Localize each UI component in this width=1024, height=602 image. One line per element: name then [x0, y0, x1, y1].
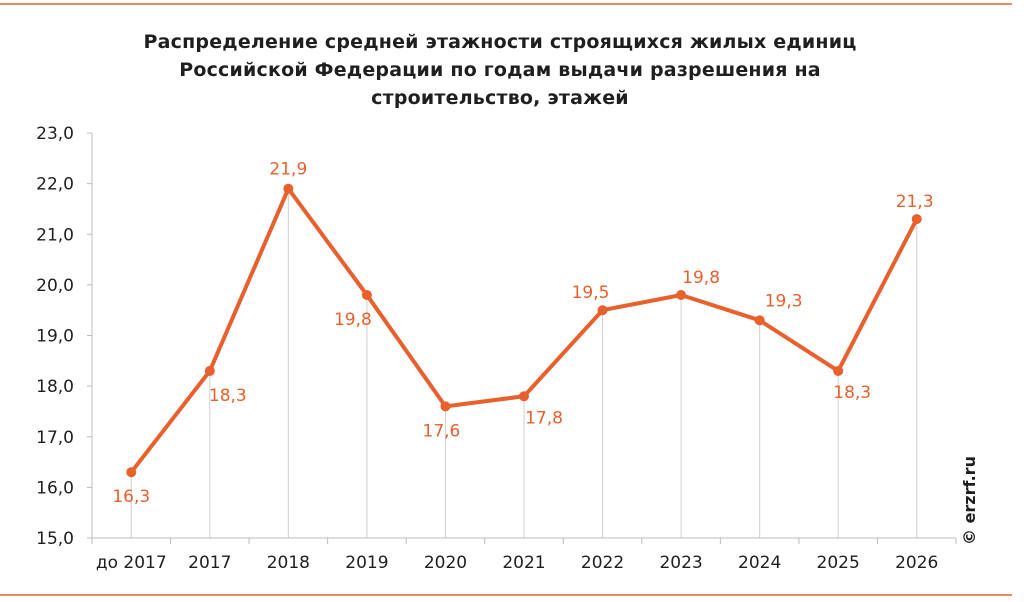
y-tick-label: 21,0 [36, 225, 74, 245]
data-point [519, 391, 529, 402]
x-tick-label: 2017 [188, 553, 231, 573]
data-label: 19,8 [334, 310, 372, 330]
data-label: 18,3 [209, 386, 247, 406]
y-tick-label: 23,0 [36, 124, 74, 144]
data-label: 16,3 [112, 487, 150, 507]
data-point [676, 290, 687, 300]
copyright-text: © erzrf.ru [960, 456, 979, 545]
y-tick-label: 22,0 [36, 175, 74, 195]
x-tick-label: 2020 [424, 553, 467, 573]
x-tick-label: 2019 [345, 553, 388, 573]
chart-title-line-3: строительство, этажей [371, 87, 629, 109]
x-tick-label: до 2017 [96, 553, 167, 573]
data-label: 17,6 [423, 421, 461, 441]
y-tick-label: 16,0 [36, 478, 74, 498]
chart-title: Распределение средней этажности строящих… [110, 28, 890, 112]
x-tick-label: 2022 [581, 553, 624, 573]
data-label: 19,5 [572, 283, 610, 303]
chart-title-line-1: Распределение средней этажности строящих… [143, 31, 857, 53]
x-tick-label: 2024 [738, 553, 781, 573]
data-label: 21,9 [269, 160, 307, 180]
data-point [440, 401, 451, 412]
y-tick-label: 17,0 [36, 428, 74, 448]
y-tick-label: 20,0 [36, 276, 74, 296]
data-point [833, 365, 844, 376]
y-tick-label: 18,0 [36, 377, 74, 397]
data-point [597, 305, 608, 316]
data-point [283, 183, 294, 194]
x-tick-label: 2026 [895, 553, 938, 573]
data-point [204, 365, 215, 376]
chart-title-line-2: Российской Федерации по годам выдачи раз… [179, 59, 821, 81]
data-label: 19,8 [682, 268, 720, 288]
y-tick-label: 15,0 [36, 529, 74, 549]
data-label: 18,3 [833, 383, 871, 403]
data-point [361, 290, 372, 300]
bottom-rule [0, 594, 1012, 596]
x-tick-label: 2018 [267, 553, 310, 573]
top-rule [0, 3, 1012, 5]
x-tick-label: 2025 [817, 553, 860, 573]
x-tick-label: 2021 [502, 553, 545, 573]
data-label: 19,3 [765, 291, 803, 311]
data-label: 17,8 [525, 408, 563, 428]
x-tick-label: 2023 [659, 553, 702, 573]
y-tick-label: 19,0 [36, 327, 74, 347]
data-label: 21,3 [896, 192, 934, 212]
data-point [126, 467, 137, 478]
data-point [754, 315, 765, 326]
data-point [911, 214, 922, 225]
